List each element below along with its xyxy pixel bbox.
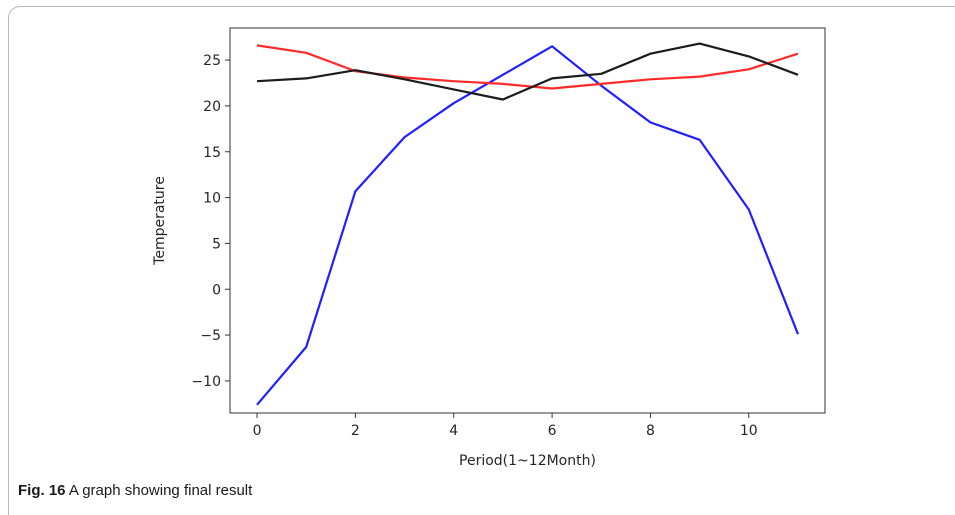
x-tick-label: 2 — [351, 423, 360, 439]
x-tick-label: 0 — [253, 423, 262, 439]
x-tick-label: 10 — [740, 423, 758, 439]
x-axis: 0 2 4 6 8 10 — [253, 413, 758, 439]
y-tick-label: 0 — [212, 282, 221, 298]
x-tick-label: 4 — [449, 423, 458, 439]
y-tick-label: 25 — [203, 53, 221, 69]
figure-caption-label: Fig. 16 — [18, 482, 66, 499]
x-tick-label: 8 — [646, 423, 655, 439]
series-layer — [256, 42, 800, 406]
figure-caption: Fig. 16 A graph showing final result — [18, 482, 252, 499]
figure-frame — [8, 6, 955, 515]
y-tick-label: 15 — [203, 145, 221, 161]
series-line-2 — [256, 44, 799, 90]
y-axis-label: Temperature — [152, 176, 168, 266]
x-tick-label: 6 — [548, 423, 557, 439]
y-tick-label: −10 — [191, 374, 221, 390]
figure-caption-text: A graph showing final result — [68, 482, 253, 499]
y-tick-label: 20 — [203, 99, 221, 115]
plot-area — [229, 27, 826, 414]
y-tick-label: 5 — [212, 236, 221, 252]
series-line-3 — [256, 42, 799, 101]
line-chart: 0 2 4 6 8 10 −10 −5 0 5 10 15 20 25 Period(1~12Month… — [152, 27, 826, 469]
y-tick-label: −5 — [200, 328, 221, 344]
y-axis: −10 −5 0 5 10 15 20 25 — [191, 53, 230, 390]
y-tick-label: 10 — [203, 191, 221, 207]
series-line-1 — [256, 45, 800, 406]
x-axis-label: Period(1~12Month) — [459, 453, 596, 469]
plot-frame — [229, 27, 826, 414]
